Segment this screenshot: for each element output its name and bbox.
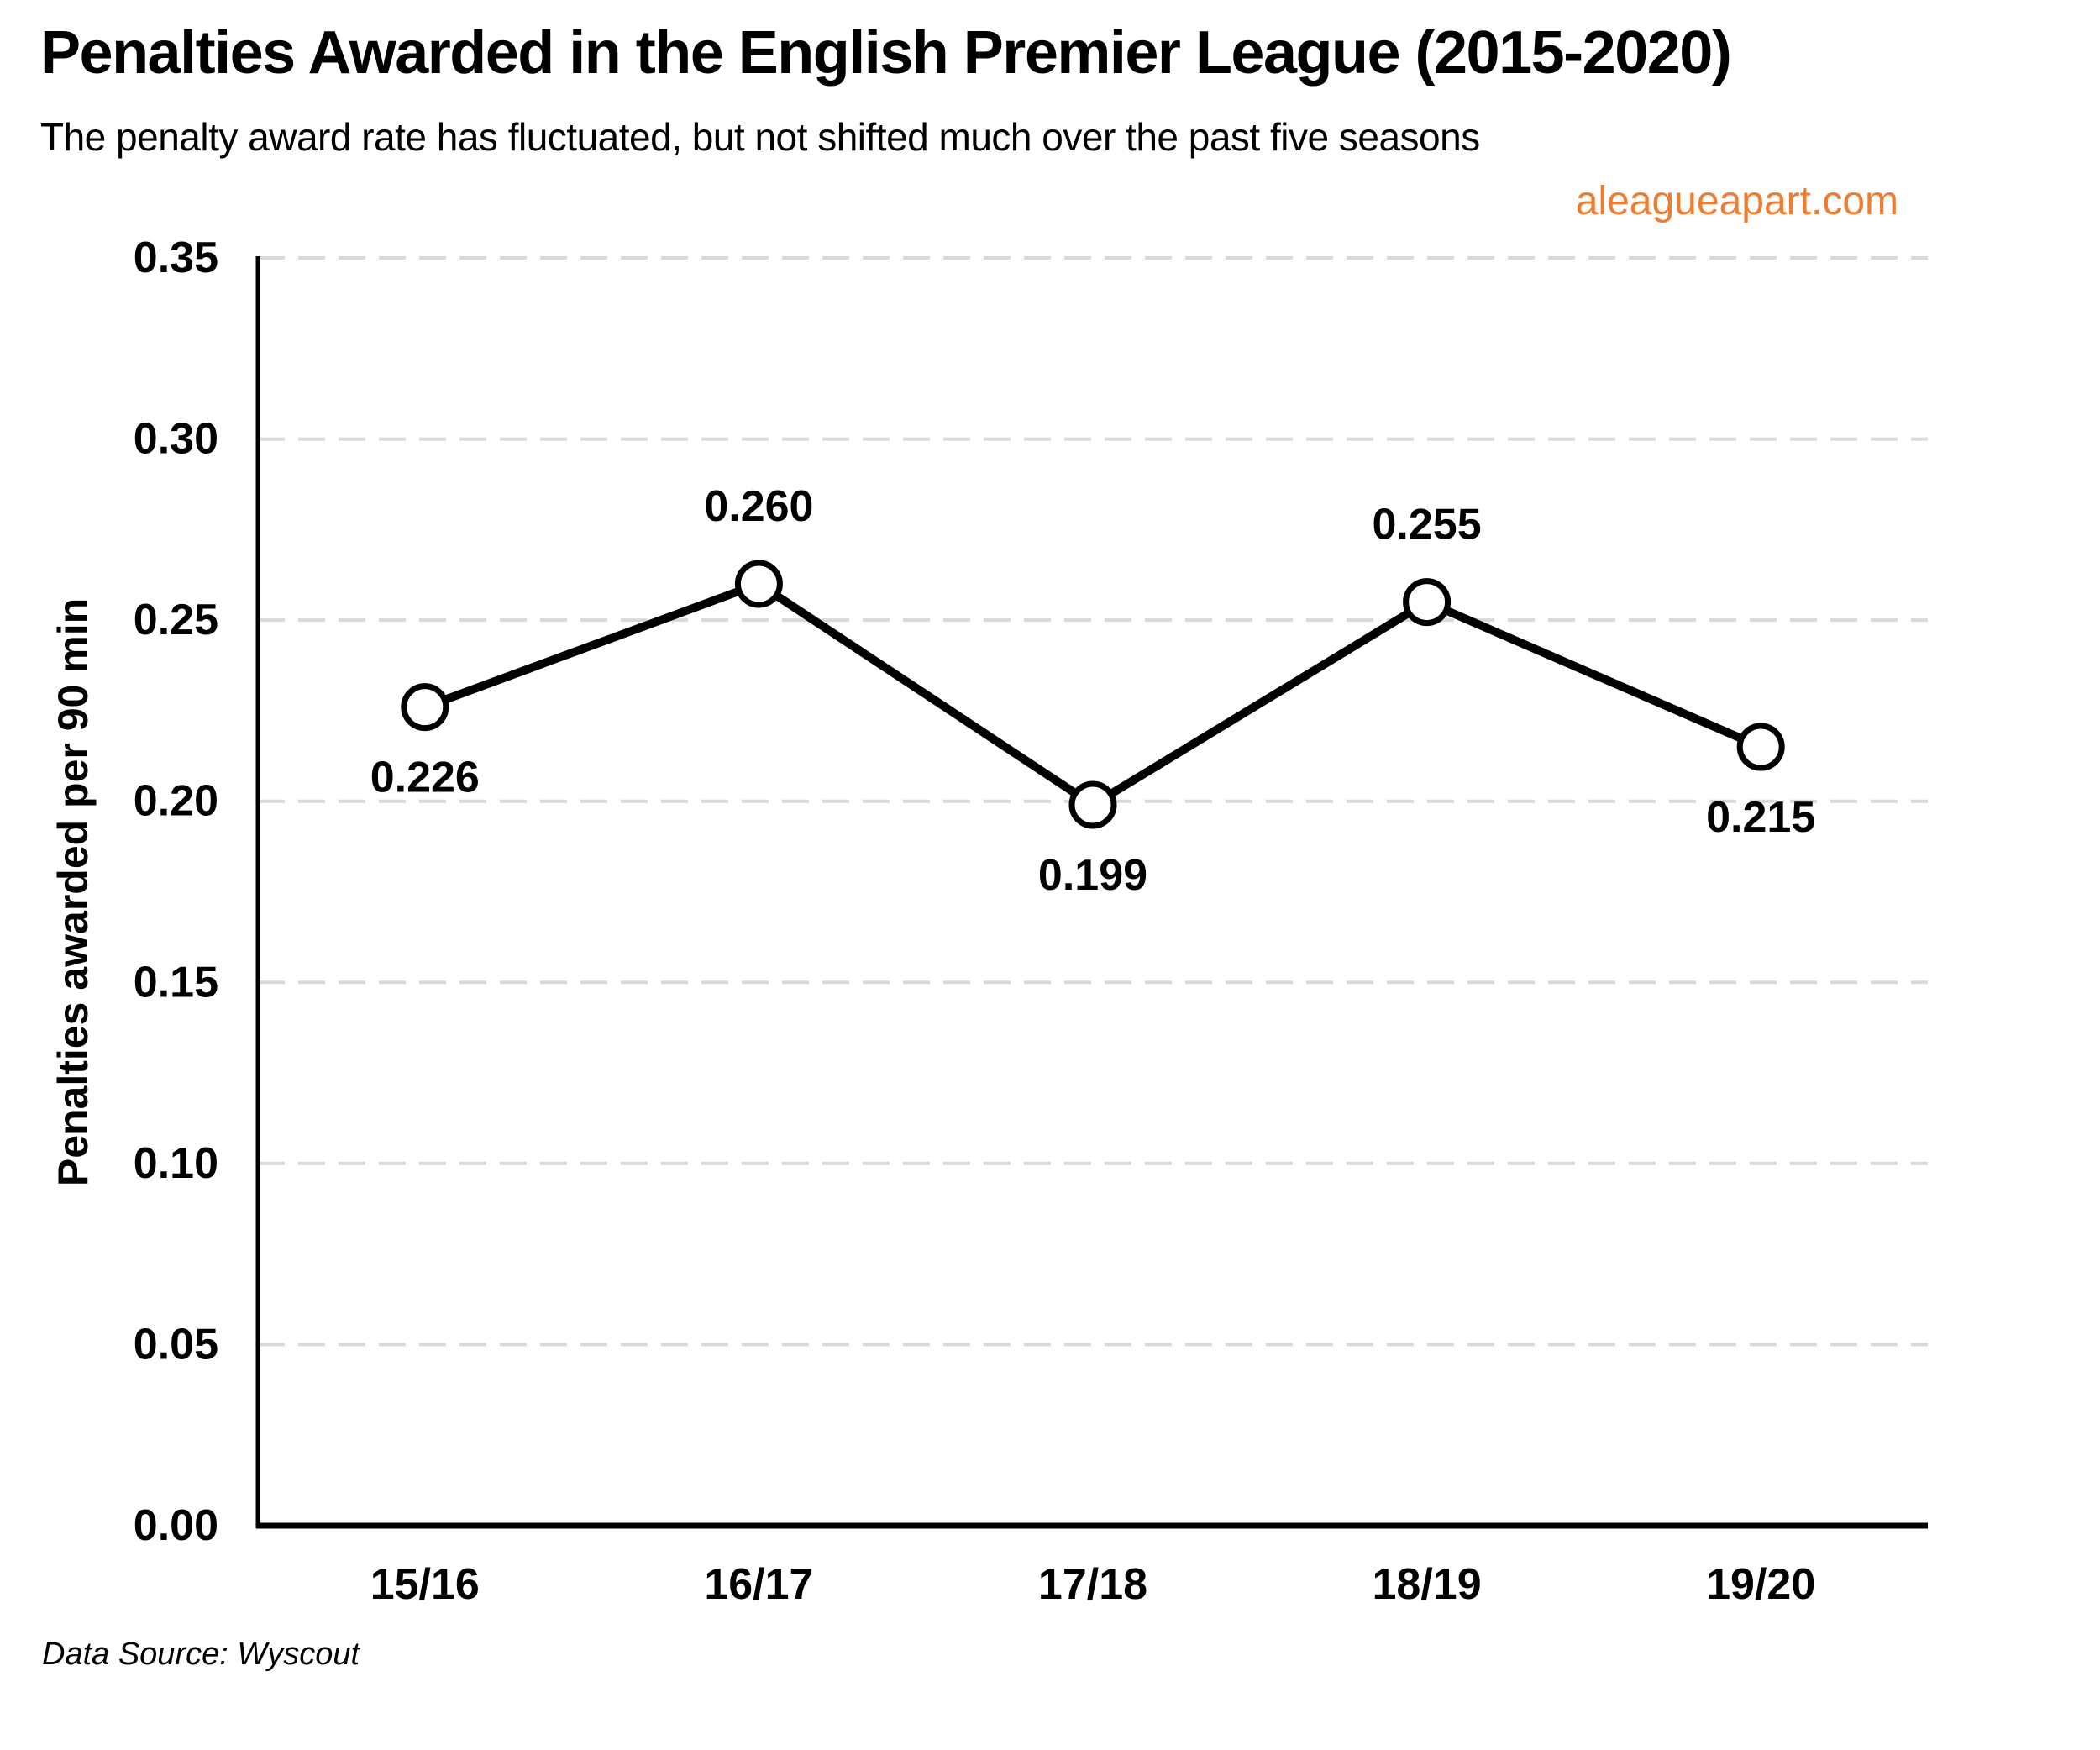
y-axis-tick-label: 0.10: [134, 1139, 218, 1188]
data-source-note: Data Source: Wyscout: [42, 1637, 360, 1672]
y-axis-tick-label: 0.00: [134, 1501, 218, 1550]
y-axis-tick-label: 0.15: [134, 958, 218, 1006]
data-point-label: 0.199: [1038, 851, 1147, 900]
y-axis-tick-label: 0.30: [134, 415, 218, 464]
x-axis-tick-label: 15/16: [370, 1560, 480, 1609]
data-point-marker: [1736, 723, 1785, 771]
x-axis-tick-label: 18/19: [1373, 1560, 1482, 1609]
y-axis-tick-label: 0.25: [134, 596, 218, 644]
x-axis-tick-label: 16/17: [704, 1560, 813, 1609]
x-axis-tick-label: 19/20: [1706, 1560, 1815, 1609]
data-point-marker: [734, 560, 783, 608]
data-point-label: 0.226: [370, 754, 480, 802]
y-axis-tick-label: 0.35: [134, 234, 218, 282]
data-point-marker: [401, 683, 449, 732]
y-axis-tick-label: 0.05: [134, 1320, 218, 1369]
data-point-marker: [1068, 780, 1117, 829]
y-axis-tick-label: 0.20: [134, 777, 218, 826]
data-point-label: 0.260: [704, 482, 813, 531]
data-point-label: 0.215: [1706, 793, 1815, 842]
x-axis-tick-label: 17/18: [1038, 1560, 1147, 1609]
chart-subtitle: The penalty award rate has fluctuated, b…: [40, 115, 1480, 159]
chart-title: Penalties Awarded in the English Premier…: [40, 19, 1732, 87]
data-point-marker: [1403, 578, 1452, 627]
data-point-label: 0.255: [1373, 501, 1482, 549]
watermark-url: aleagueapart.com: [1575, 179, 1898, 223]
y-axis-title: Penalties awarded per 90 min: [50, 598, 97, 1186]
data-line-series: [420, 580, 1766, 810]
